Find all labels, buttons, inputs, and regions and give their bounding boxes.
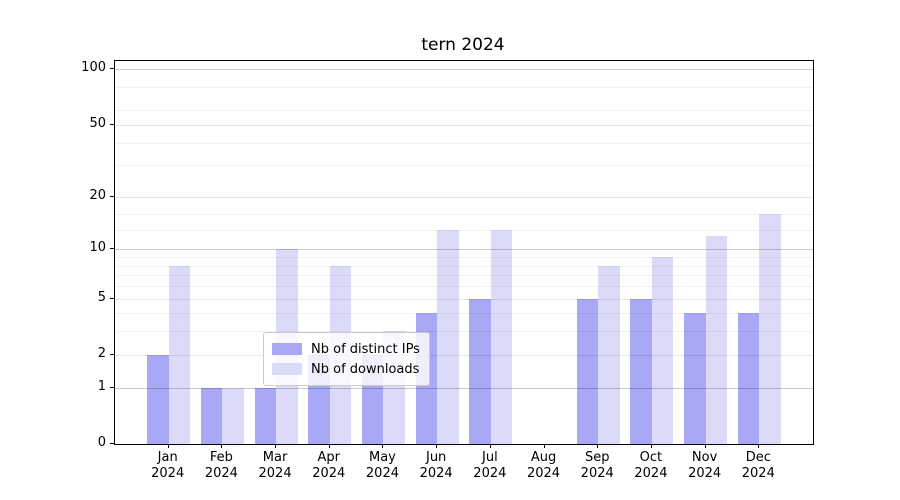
legend: Nb of distinct IPs Nb of downloads — [263, 332, 430, 386]
bar-downloads-oct — [651, 257, 674, 444]
y-axis-tick-mark — [110, 248, 115, 250]
x-axis-tick-mark — [704, 444, 706, 448]
bar-downloads-feb — [222, 387, 244, 444]
x-axis-tick-label-nov: Nov 2024 — [688, 450, 722, 481]
gridline-y-9 — [115, 257, 813, 259]
gridline-y-2 — [115, 354, 813, 356]
y-axis-tick-label-2: 2 — [97, 345, 106, 361]
bar-distinct-ips-jul — [469, 298, 491, 444]
bar-distinct-ips-oct — [630, 298, 652, 444]
bar-downloads-jun — [437, 229, 459, 444]
gridline-y-5 — [115, 298, 813, 300]
gridline-y-10 — [115, 249, 813, 251]
bar-downloads-dec — [759, 214, 781, 444]
gridline-y-8 — [115, 265, 813, 267]
x-axis-tick-mark — [167, 444, 169, 448]
x-axis-tick-label-sep: Sep 2024 — [580, 450, 614, 481]
bar-distinct-ips-sep — [576, 298, 599, 444]
x-axis-tick-mark — [489, 444, 491, 448]
y-axis-tick-label-1: 1 — [97, 378, 106, 394]
y-axis-tick-label-10: 10 — [89, 240, 106, 256]
legend-swatch-downloads — [272, 363, 302, 375]
bar-distinct-ips-dec — [737, 313, 760, 444]
legend-label: Nb of downloads — [311, 361, 420, 377]
gridline-y-3 — [115, 331, 813, 333]
gridline-y-1 — [115, 387, 813, 389]
legend-item-distinct-ips: Nb of distinct IPs — [272, 339, 420, 359]
bar-downloads-jul — [490, 229, 513, 444]
x-axis-tick-mark — [650, 444, 652, 448]
x-axis-tick-label-jul: Jul 2024 — [473, 450, 507, 481]
plot-area — [114, 60, 814, 445]
gridline-y-7 — [115, 275, 813, 277]
x-axis-tick-label-oct: Oct 2024 — [634, 450, 668, 481]
x-axis-tick-mark — [328, 444, 330, 448]
y-axis-tick-mark — [110, 123, 115, 125]
gridline-y-100 — [115, 69, 813, 71]
y-axis-tick-label-0: 0 — [97, 435, 106, 450]
gridline-y-16 — [115, 214, 813, 216]
bar-downloads-sep — [598, 265, 620, 444]
x-axis-tick-mark — [382, 444, 384, 448]
gridline-y-50 — [115, 124, 813, 126]
bar-downloads-jan — [168, 265, 191, 444]
y-axis-tick-mark — [110, 195, 115, 197]
gridline-y-40 — [115, 142, 813, 144]
chart-title: tern 2024 — [421, 35, 505, 55]
bar-distinct-ips-feb — [200, 387, 223, 444]
bar-downloads-nov — [705, 235, 728, 444]
x-axis-tick-mark — [436, 444, 438, 448]
x-axis-tick-mark — [275, 444, 277, 448]
y-axis-tick-label-5: 5 — [97, 289, 106, 305]
legend-label: Nb of distinct IPs — [311, 341, 420, 357]
y-axis-tick-mark — [110, 68, 115, 70]
x-axis-tick-label-dec: Dec 2024 — [741, 450, 775, 481]
y-axis-tick-label-50: 50 — [89, 115, 106, 131]
y-axis-tick-mark — [110, 297, 115, 299]
legend-item-downloads: Nb of downloads — [272, 359, 420, 379]
gridline-y-6 — [115, 286, 813, 288]
x-axis-tick-label-aug: Aug 2024 — [526, 450, 561, 481]
x-axis-tick-mark — [543, 444, 545, 448]
x-axis-tick-mark — [597, 444, 599, 448]
gridline-y-60 — [115, 110, 813, 112]
gridline-y-30 — [115, 165, 813, 167]
x-axis-tick-label-jun: Jun 2024 — [419, 450, 453, 481]
x-axis-tick-label-jan: Jan 2024 — [151, 450, 185, 481]
y-axis-tick-mark — [110, 353, 115, 355]
y-axis-tick-mark — [110, 386, 115, 388]
bar-distinct-ips-jan — [147, 354, 169, 444]
gridline-y-13 — [115, 229, 813, 231]
x-axis-tick-mark — [758, 444, 760, 448]
x-axis-tick-mark — [221, 444, 223, 448]
gridline-y-4 — [115, 313, 813, 315]
legend-swatch-distinct-ips — [272, 343, 302, 355]
gridline-y-20 — [115, 196, 813, 198]
x-axis-tick-label-feb: Feb 2024 — [204, 450, 238, 481]
y-axis-tick-label-20: 20 — [89, 187, 106, 203]
gridline-y-80 — [115, 87, 813, 89]
y-axis-tick-mark — [110, 443, 115, 444]
y-axis-tick-label-100: 100 — [81, 60, 106, 76]
x-axis-tick-label-may: May 2024 — [365, 450, 399, 481]
bar-distinct-ips-nov — [684, 313, 706, 444]
x-axis-tick-label-mar: Mar 2024 — [258, 450, 292, 481]
bar-distinct-ips-mar — [254, 387, 277, 444]
x-axis-tick-label-apr: Apr 2024 — [312, 450, 346, 481]
